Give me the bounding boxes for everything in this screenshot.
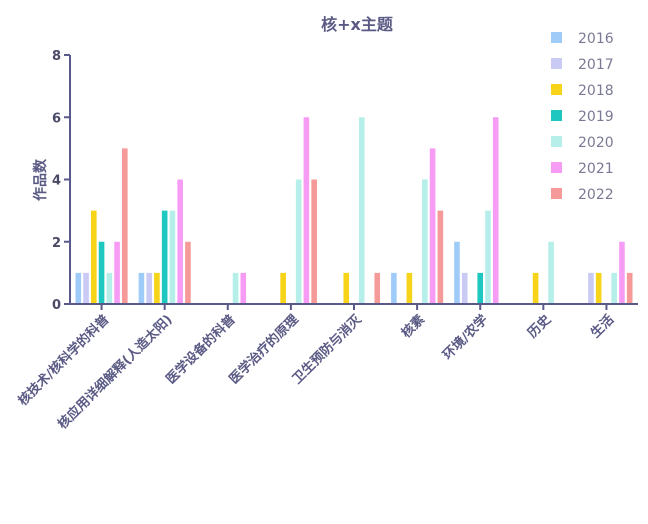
y-axis-ticks: 0 2 4 6 8 [52,49,70,313]
bar [75,272,82,305]
bar [169,210,176,305]
bar [122,148,128,305]
bar [154,272,160,305]
bar [358,117,365,304]
bar [114,241,120,304]
bar [454,241,460,304]
legend-swatch [551,84,562,95]
bar [138,272,145,305]
x-tick-label: 环境/农学 [440,312,491,363]
y-tick-label: 8 [52,49,61,64]
legend-label: 2018 [578,83,614,99]
bar [161,210,168,305]
bar [391,272,397,305]
bar [295,179,302,304]
legend-label: 2016 [578,31,614,47]
y-tick-label: 4 [52,174,61,189]
legend: 2016 2017 2018 2019 2020 2021 2022 [551,31,614,203]
x-tick-label: 核素 [398,312,428,342]
bar [303,117,310,304]
x-tick-label: 生活 [588,312,618,342]
legend-label: 2017 [578,57,614,73]
legend-swatch [551,58,562,69]
bar [106,272,113,305]
bar [492,117,499,304]
bar [532,272,539,305]
legend-swatch [551,162,562,173]
bar [485,210,491,305]
bar [280,272,286,305]
bar [83,272,89,305]
bar [185,241,191,304]
bar [91,210,97,305]
bar [588,272,594,305]
legend-label: 2022 [578,187,614,203]
x-tick-label: 历史 [524,311,554,341]
bar [429,148,436,305]
y-axis-label: 作品数 [32,158,49,201]
legend-label: 2019 [578,109,614,125]
bars [75,117,633,305]
x-axis-ticks: 核技术/核科学的科普核应用详细解释(人造太阳)医学设备的科普医学治疗的原理卫生预… [15,304,617,432]
y-tick-label: 2 [52,236,61,251]
bar [311,179,317,304]
legend-label: 2021 [578,161,614,177]
legend-label: 2020 [578,135,614,151]
legend-swatch [551,188,562,199]
bar [595,272,602,305]
bar [232,272,239,305]
legend-swatch [551,136,562,147]
bar [437,210,444,305]
bar [343,272,350,305]
chart-title: 核+x主题 [321,15,394,34]
legend-swatch [551,32,562,43]
bar [374,272,381,305]
y-tick-label: 0 [52,298,61,313]
legend-swatch [551,110,562,121]
bar [98,241,105,304]
bar [619,241,625,304]
bar [146,272,152,305]
bar [461,272,468,305]
bar [477,272,484,305]
bar [548,241,554,304]
bar [626,272,633,305]
bar [240,272,247,305]
bar [177,179,183,304]
bar [406,272,413,305]
x-tick-label: 核应用详细解释(人造太阳) [55,312,176,433]
bar [422,179,428,304]
y-tick-label: 6 [52,111,61,126]
bar [611,272,617,305]
